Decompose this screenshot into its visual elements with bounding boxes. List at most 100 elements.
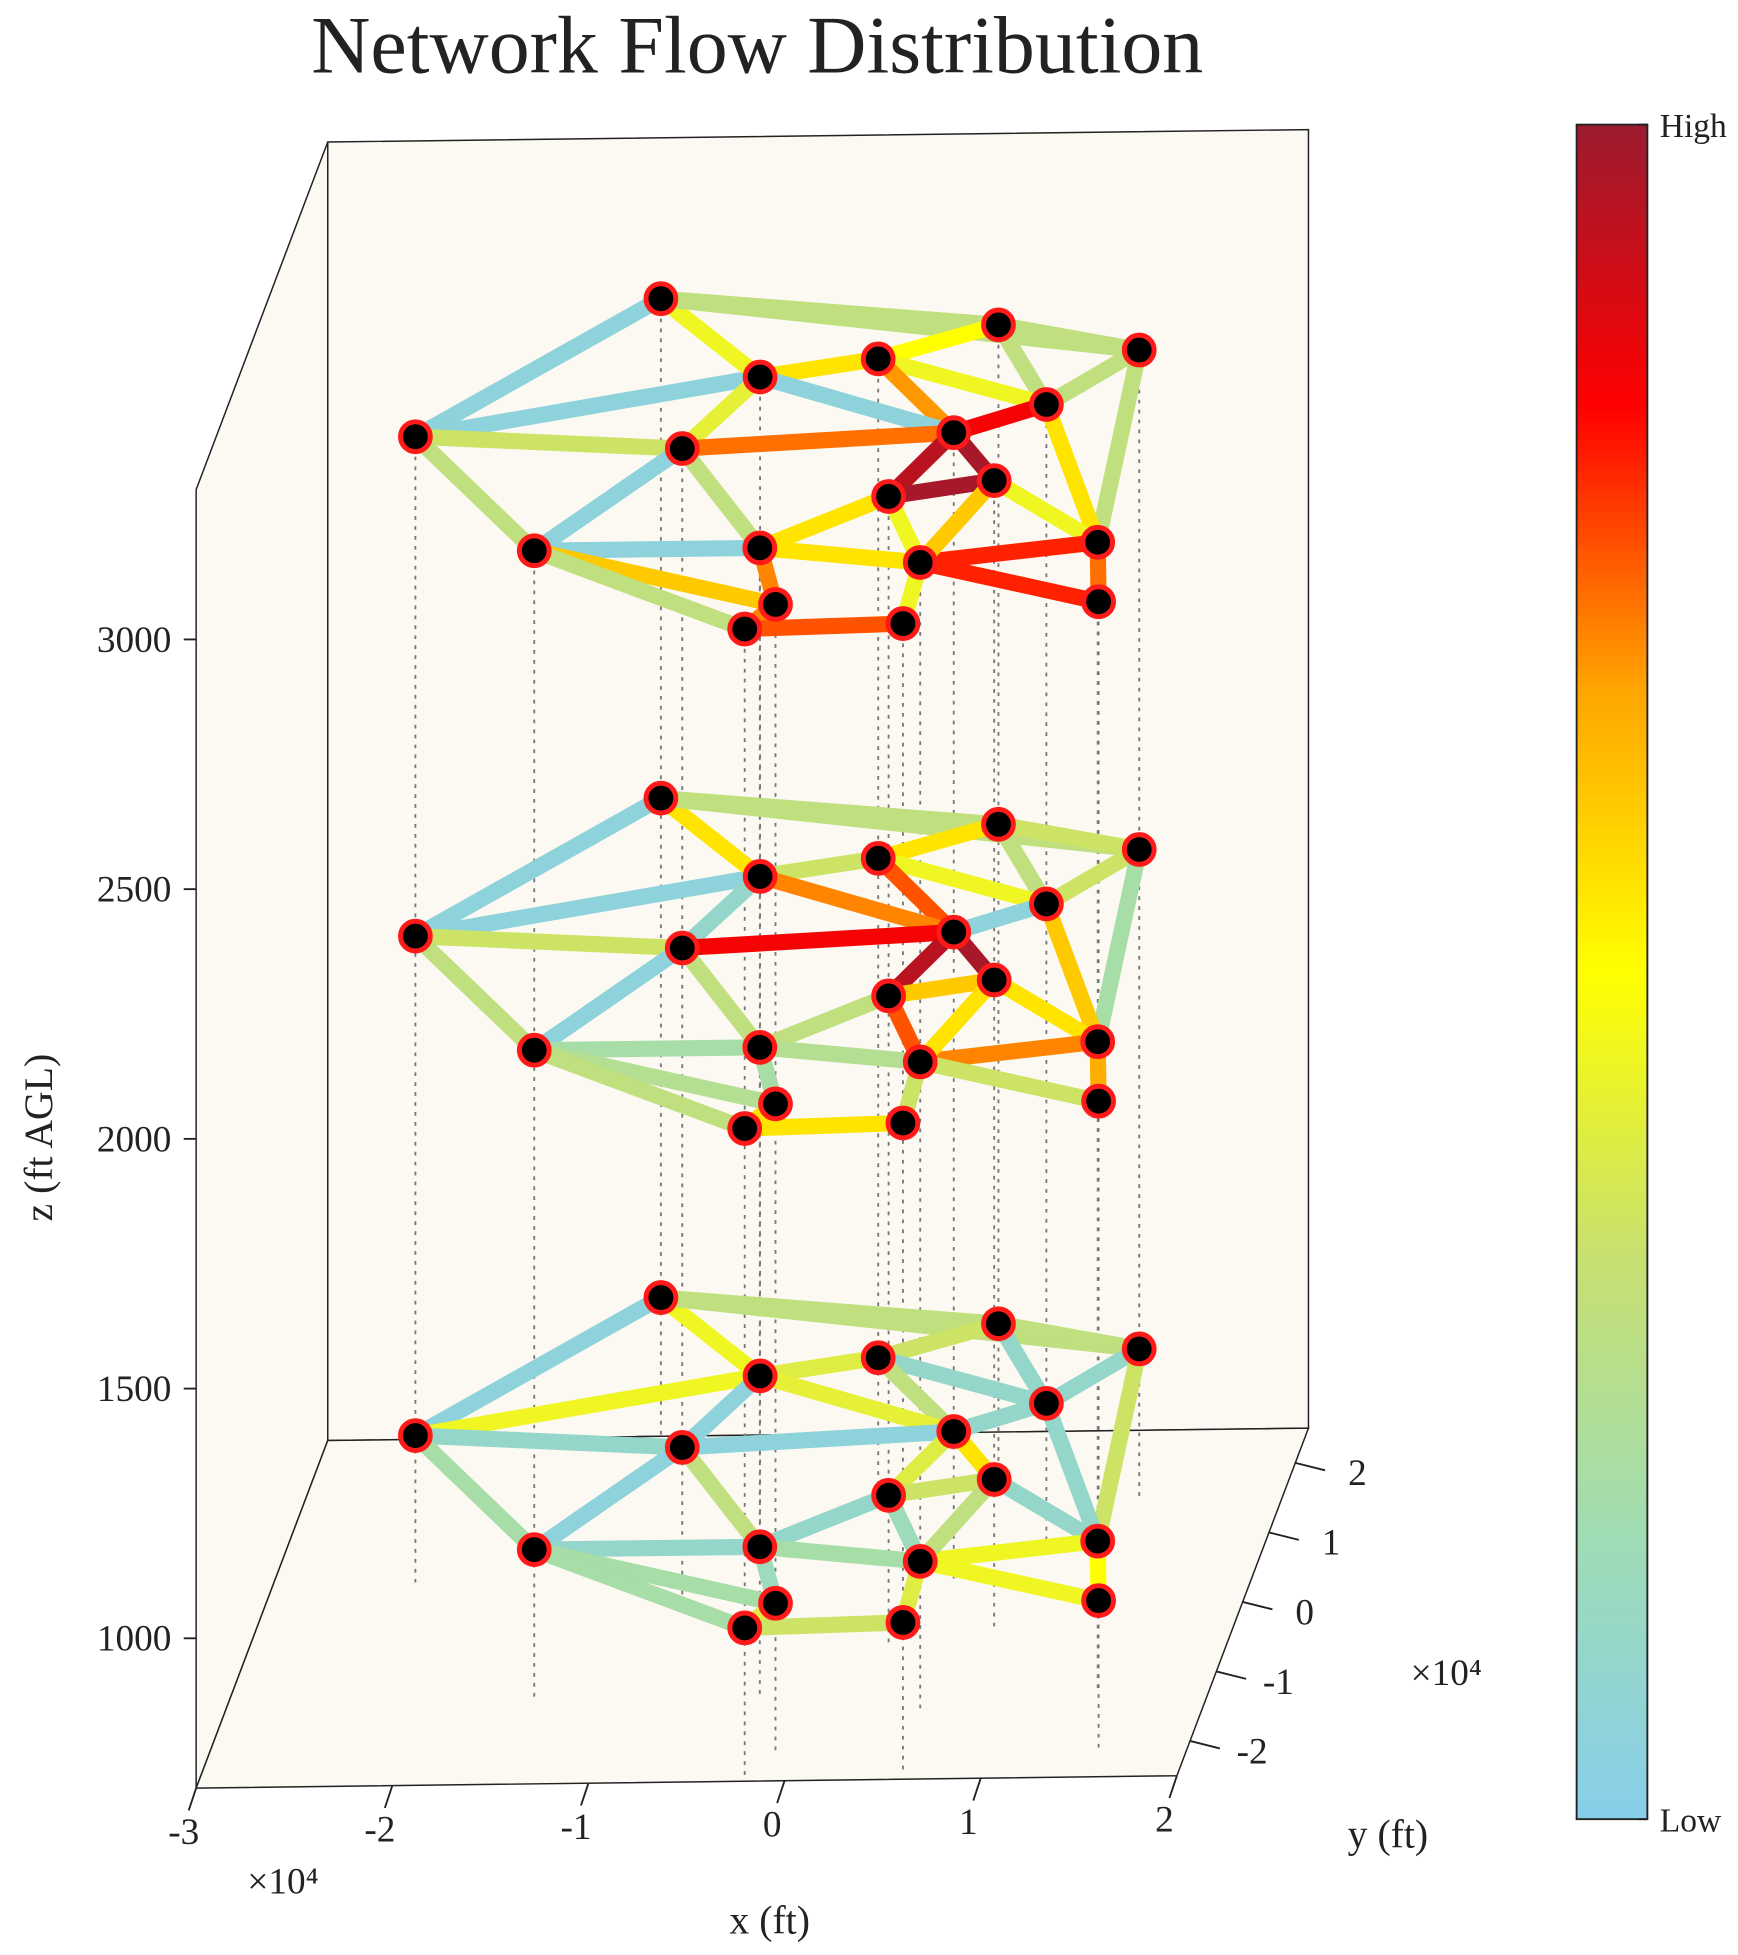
node	[976, 463, 1012, 498]
edge	[675, 943, 767, 1053]
edge	[919, 1033, 1099, 1070]
edge	[872, 852, 960, 938]
edge	[990, 1472, 1102, 1549]
y-axis-label: y (ft)	[1348, 1813, 1429, 1857]
edge	[757, 369, 956, 441]
node	[1081, 1083, 1116, 1119]
node	[516, 533, 552, 569]
edge	[759, 539, 921, 571]
x-tick	[383, 1785, 394, 1809]
edge	[414, 369, 762, 445]
edge	[744, 1114, 904, 1137]
edge	[534, 1538, 760, 1558]
node	[742, 1358, 778, 1394]
node	[664, 1430, 700, 1465]
x-tick-label: 0	[763, 1805, 782, 1846]
edge	[876, 351, 1049, 413]
node	[902, 545, 938, 580]
node	[1029, 886, 1064, 922]
edge	[529, 1440, 687, 1557]
z-tick-label: 2000	[97, 1119, 171, 1160]
z-axis-label: z (ft AGL)	[17, 1054, 61, 1222]
edge	[529, 441, 687, 558]
node	[871, 1477, 906, 1513]
edge	[411, 291, 665, 444]
edge	[411, 1290, 665, 1443]
x-tick	[580, 1782, 590, 1806]
edge	[531, 543, 748, 637]
node	[516, 1532, 552, 1567]
edge	[655, 1291, 766, 1383]
edge	[759, 1538, 921, 1570]
edge	[675, 1442, 767, 1552]
x-tick-label: -1	[561, 1807, 592, 1848]
edge	[1038, 1400, 1106, 1544]
edge	[411, 791, 665, 944]
edge	[1089, 847, 1148, 1044]
node	[936, 1414, 972, 1449]
node	[936, 914, 972, 950]
back-wall	[326, 128, 1310, 1442]
node	[1081, 1583, 1116, 1618]
node	[885, 1105, 921, 1141]
edge	[415, 1427, 683, 1456]
edge	[876, 317, 1001, 367]
x-tick	[972, 1777, 982, 1801]
z-tick-label: 2500	[97, 870, 171, 911]
node	[976, 962, 1012, 998]
edge	[1038, 401, 1106, 546]
node	[1029, 1385, 1064, 1421]
node	[1080, 1024, 1116, 1060]
edge	[676, 371, 766, 455]
edge	[681, 1423, 955, 1456]
node	[398, 419, 433, 455]
edge	[918, 554, 1101, 610]
edge	[409, 1429, 540, 1556]
colorbar-label: Low	[1660, 1803, 1722, 1840]
y-tick	[1268, 1531, 1300, 1541]
node	[758, 1086, 793, 1122]
node	[758, 587, 793, 622]
edge	[756, 488, 892, 556]
x-tick-label: -2	[364, 1810, 395, 1851]
edge	[414, 1367, 762, 1444]
node	[976, 1462, 1012, 1497]
edge	[876, 1315, 1001, 1366]
z-tick-label: 3000	[97, 620, 171, 661]
node	[742, 1529, 778, 1565]
edge	[887, 1471, 996, 1504]
node	[398, 1418, 433, 1453]
edge	[744, 1614, 904, 1636]
colorbar-label: High	[1660, 108, 1727, 145]
node	[885, 1605, 921, 1640]
edge	[534, 539, 760, 559]
node	[1121, 1331, 1157, 1367]
node	[643, 1280, 679, 1315]
node	[936, 415, 972, 451]
y-multiplier: ×10⁴	[1411, 1653, 1482, 1694]
edge	[529, 941, 687, 1057]
edge	[918, 1054, 1101, 1110]
edge	[1038, 901, 1106, 1045]
node	[742, 1029, 778, 1065]
edge	[914, 974, 1001, 1068]
edge	[681, 924, 955, 957]
node	[742, 859, 778, 894]
edge	[756, 988, 892, 1055]
edge	[681, 424, 955, 457]
y-tick-label: 1	[1322, 1523, 1341, 1564]
node	[758, 1585, 793, 1621]
node	[860, 1340, 896, 1376]
edge	[415, 428, 683, 457]
edge	[1042, 842, 1144, 911]
node	[516, 1032, 552, 1068]
node	[742, 530, 778, 566]
node	[1080, 1523, 1116, 1559]
edge	[872, 1351, 960, 1438]
edge	[876, 816, 1001, 867]
node	[398, 918, 433, 954]
edge	[758, 850, 880, 885]
edge	[414, 868, 762, 945]
edge	[919, 534, 1099, 571]
edge	[531, 1042, 748, 1137]
